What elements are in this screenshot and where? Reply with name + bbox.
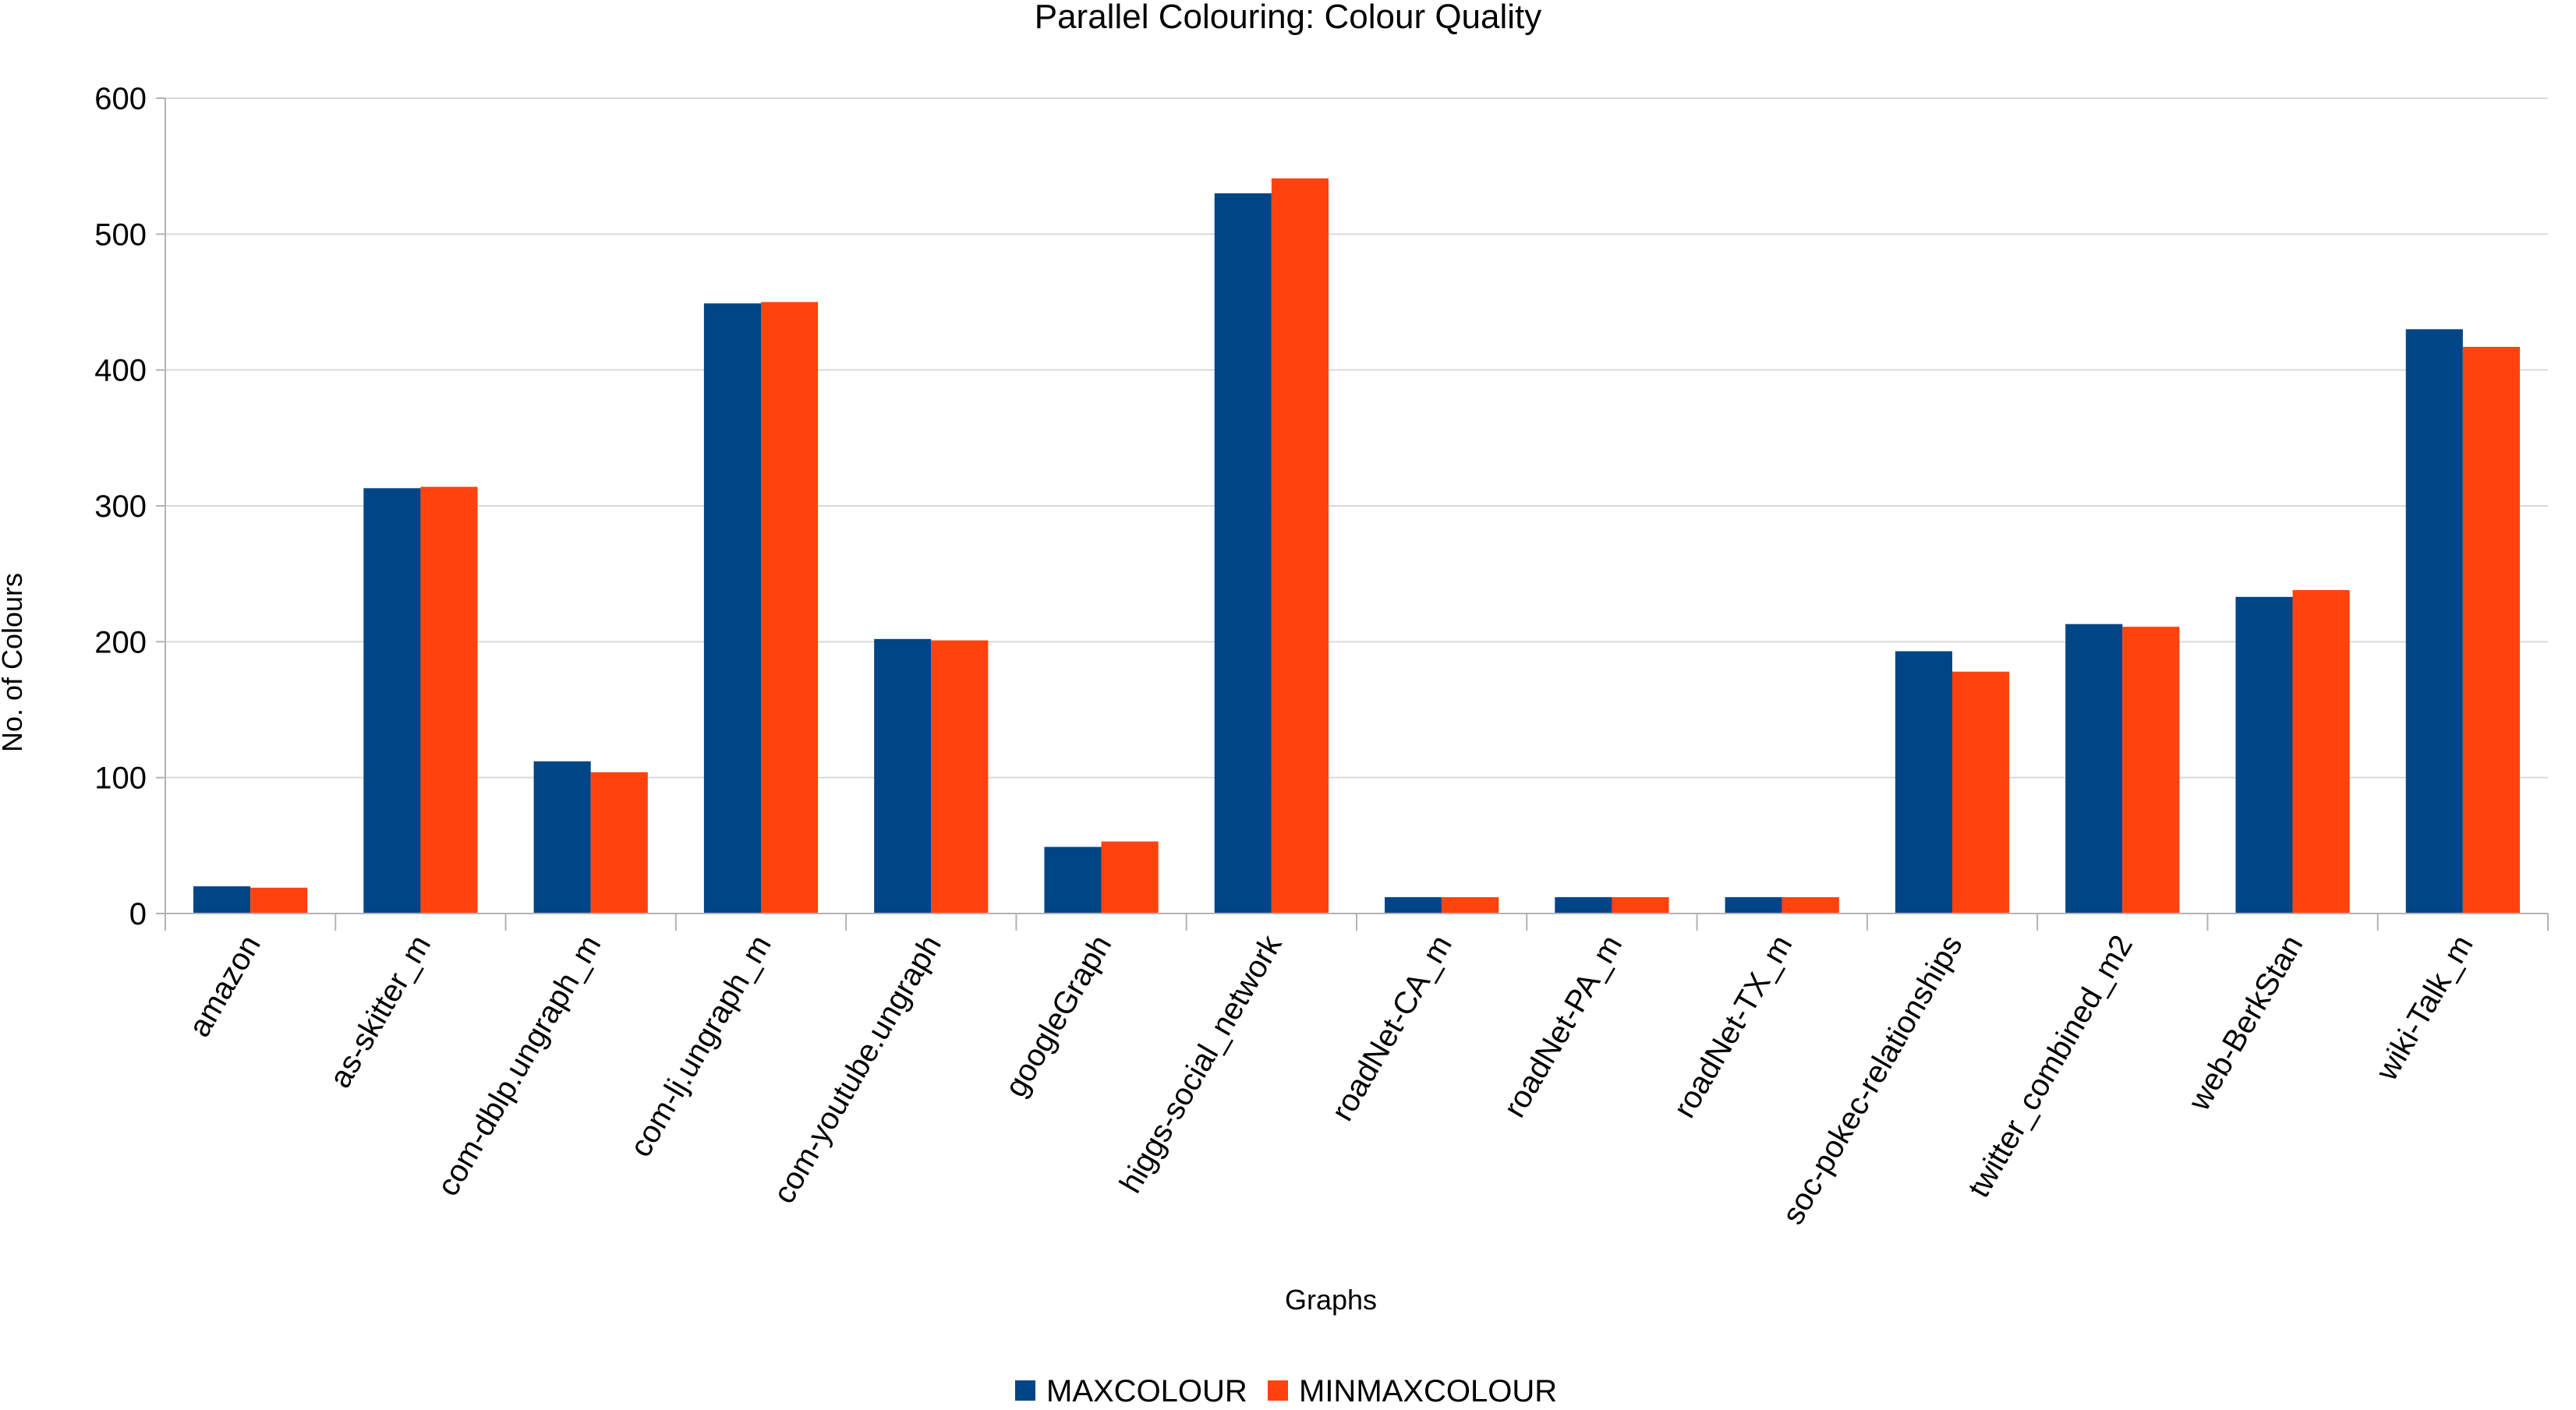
x-tick-label: amazon [182, 930, 267, 1043]
x-tick-label: web-BerkStan [2181, 930, 2309, 1117]
bars [193, 178, 2520, 914]
y-tick-label: 100 [94, 762, 147, 796]
bar-minmaxcolour-5 [1101, 841, 1159, 913]
bar-minmaxcolour-7 [1442, 897, 1499, 913]
bar-maxcolour-4 [874, 638, 932, 913]
bar-minmaxcolour-8 [1612, 897, 1669, 913]
legend: MAXCOLOUR MINMAXCOLOUR [1015, 1374, 1557, 1408]
bar-maxcolour-12 [2235, 596, 2293, 913]
x-tick-label: soc-pokec-relationships [1776, 930, 1969, 1231]
x-tick-label: com-dblp.ungraph_m [430, 930, 607, 1202]
y-tick-label: 400 [94, 354, 147, 388]
bar-minmaxcolour-0 [250, 887, 308, 913]
legend-swatch-maxcolour [1015, 1380, 1035, 1401]
y-tick-label: 0 [129, 897, 147, 931]
x-tick-label: googleGraph [999, 930, 1119, 1103]
legend-label-maxcolour: MAXCOLOUR [1046, 1374, 1247, 1406]
bar-maxcolour-6 [1214, 193, 1272, 914]
x-tick-label: wiki-Talk_m [2369, 930, 2480, 1087]
bar-maxcolour-13 [2405, 329, 2463, 913]
x-tick-label: roadNet-CA_m [1325, 930, 1458, 1127]
x-tick-label: com-lj.ungraph_m [624, 930, 778, 1163]
y-tick-label: 200 [94, 625, 147, 659]
legend-label-minmaxcolour: MINMAXCOLOUR [1299, 1374, 1557, 1406]
bar-minmaxcolour-12 [2292, 590, 2350, 913]
x-tick-label: as-skitter_m [323, 930, 437, 1094]
bar-minmaxcolour-4 [931, 640, 989, 913]
bar-minmaxcolour-13 [2462, 347, 2520, 913]
y-tick-labels: 0 100 200 300 400 500 600 [94, 82, 147, 931]
chart-title: Parallel Colouring: Colour Quality [1035, 0, 1542, 36]
legend-swatch-minmaxcolour [1268, 1380, 1288, 1401]
y-tick-label: 300 [94, 489, 147, 524]
bar-minmaxcolour-11 [2122, 627, 2180, 913]
bar-maxcolour-7 [1385, 897, 1442, 913]
bar-maxcolour-9 [1725, 897, 1782, 913]
bar-maxcolour-1 [363, 488, 421, 913]
bar-maxcolour-2 [533, 761, 591, 913]
bar-maxcolour-0 [193, 886, 251, 913]
bar-minmaxcolour-9 [1782, 897, 1839, 913]
x-tick-label: com-youtube.ungraph [766, 930, 948, 1210]
x-tick-label: roadNet-TX_m [1667, 930, 1799, 1124]
y-tick-label: 600 [94, 82, 147, 116]
bar-maxcolour-8 [1555, 897, 1612, 913]
bar-minmaxcolour-10 [1952, 671, 2010, 913]
bar-maxcolour-11 [2065, 624, 2123, 913]
x-axis-title: Graphs [1285, 1284, 1377, 1316]
bar-maxcolour-3 [703, 303, 761, 913]
bar-minmaxcolour-1 [420, 486, 478, 913]
y-axis-title: No. of Colours [0, 573, 28, 752]
bar-maxcolour-10 [1895, 651, 1952, 913]
axes [156, 97, 2549, 931]
bar-minmaxcolour-3 [761, 302, 819, 913]
gridlines [165, 97, 2548, 779]
x-tick-label: higgs-social_network [1113, 929, 1289, 1199]
bar-minmaxcolour-2 [590, 772, 648, 913]
x-tick-label: roadNet-PA_m [1497, 930, 1629, 1124]
bar-minmaxcolour-6 [1271, 178, 1329, 913]
y-tick-label: 500 [94, 217, 147, 252]
bar-maxcolour-5 [1044, 846, 1102, 913]
x-tick-label: twitter_combined_m2 [1962, 930, 2139, 1203]
